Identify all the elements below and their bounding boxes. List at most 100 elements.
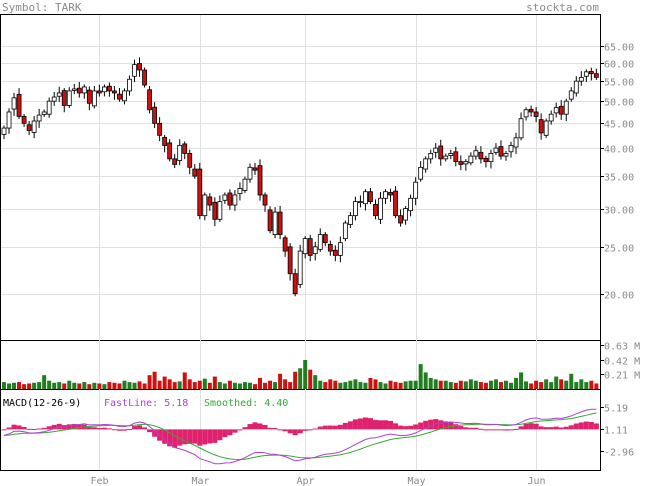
candle-body <box>332 249 338 256</box>
macd-tick-label: 5.19 <box>604 404 628 415</box>
macd-histogram-bar <box>558 427 564 430</box>
candle-body <box>443 155 449 160</box>
candle-body <box>433 147 439 153</box>
volume-bar <box>17 382 22 389</box>
volume-bar <box>378 382 383 389</box>
candle-body <box>403 208 409 221</box>
volume-bar <box>263 382 268 389</box>
macd-histogram-bar <box>498 429 504 431</box>
candle-body <box>36 114 42 122</box>
macd-histogram-bar <box>121 429 127 431</box>
macd-histogram-bar <box>116 429 122 431</box>
macd-histogram-bar <box>71 423 77 430</box>
candle-body <box>212 201 218 220</box>
macd-histogram-bar <box>378 420 384 430</box>
volume-bar <box>92 382 97 389</box>
candle-body <box>358 201 363 204</box>
candle-body <box>162 136 168 146</box>
macd-histogram-bar <box>167 429 173 447</box>
macd-histogram-bar <box>222 429 228 438</box>
volume-bar <box>122 380 127 389</box>
candle-body <box>51 96 57 102</box>
volume-bar <box>478 382 483 389</box>
candle-body <box>81 86 87 94</box>
candle-body <box>558 105 564 115</box>
price-tick-label: 25.00 <box>604 244 634 255</box>
macd-smoothed-line <box>3 412 597 461</box>
macd-histogram-bar <box>217 429 223 441</box>
candle-body <box>438 145 444 160</box>
macd-histogram-bar <box>197 429 203 446</box>
candle-body <box>388 191 393 196</box>
macd-histogram-bar <box>383 420 389 430</box>
macd-histogram-bar <box>277 429 283 431</box>
macd-histogram-bar <box>272 427 278 430</box>
candle-body <box>453 151 459 163</box>
macd-histogram-bar <box>317 426 323 430</box>
macd-tick-label: 1.11 <box>604 426 628 437</box>
candle-body <box>493 147 499 153</box>
candle-body <box>197 168 203 217</box>
candle-body <box>76 87 82 94</box>
volume-bar <box>569 373 574 389</box>
candle-body <box>192 168 198 177</box>
macd-histogram-bar <box>593 423 599 430</box>
volume-bar <box>52 382 57 389</box>
volume-bar <box>212 376 217 389</box>
macd-histogram-bar <box>508 429 514 431</box>
candle-body <box>523 109 529 118</box>
candle-body <box>528 108 534 113</box>
macd-histogram-bar <box>322 425 328 430</box>
candle-body <box>112 90 117 94</box>
macd-histogram-bar <box>162 429 168 444</box>
volume-bar <box>468 379 473 389</box>
volume-bar <box>498 382 503 389</box>
candle-body <box>132 64 137 77</box>
macd-histogram-bar <box>553 426 559 430</box>
volume-bar <box>258 377 263 389</box>
macd-histogram-bar <box>428 419 434 430</box>
macd-histogram-bar <box>408 425 414 430</box>
volume-bar <box>12 382 17 389</box>
price-tick-label: 40.00 <box>604 145 634 156</box>
macd-histogram-bar <box>152 429 158 437</box>
candle-body <box>152 106 158 124</box>
macd-histogram-bar <box>518 426 524 430</box>
volume-bar <box>549 382 554 389</box>
macd-histogram-bar <box>292 429 298 436</box>
macd-histogram-bar <box>187 429 193 444</box>
price-tick-label: 55.00 <box>604 78 634 89</box>
macd-histogram-bar <box>242 427 248 430</box>
macd-histogram-bar <box>142 427 148 430</box>
candle-body <box>488 153 494 163</box>
volume-bar <box>368 377 373 389</box>
macd-histogram-bar <box>543 427 549 430</box>
candle-body <box>282 237 288 252</box>
price-tick-label: 20.00 <box>604 291 634 302</box>
candle-body <box>327 243 333 252</box>
volume-bar <box>273 382 278 389</box>
candle-body <box>71 88 77 91</box>
volume-bar <box>413 380 418 389</box>
volume-bar <box>187 379 192 389</box>
macd-histogram-bar <box>362 417 368 430</box>
macd-fastline-label: FastLine: 5.18 <box>104 398 188 409</box>
volume-bar <box>293 371 298 389</box>
candle-body <box>46 100 52 115</box>
volume-bar <box>192 382 197 389</box>
candle-body <box>277 211 283 235</box>
macd-histogram-bar <box>111 429 117 431</box>
macd-histogram-bar <box>418 422 424 430</box>
volume-bar <box>338 382 343 389</box>
volume-bar <box>142 383 147 389</box>
candle-body <box>242 178 248 191</box>
macd-histogram-bar <box>282 429 288 432</box>
volume-bar <box>539 382 544 389</box>
macd-histogram-bar <box>312 428 318 430</box>
macd-histogram-bar <box>192 429 198 444</box>
macd-histogram-bar <box>257 423 263 430</box>
volume-bar <box>458 380 463 389</box>
candle-body <box>66 90 72 106</box>
macd-histogram-bar <box>463 427 469 430</box>
macd-histogram-bar <box>448 422 454 430</box>
